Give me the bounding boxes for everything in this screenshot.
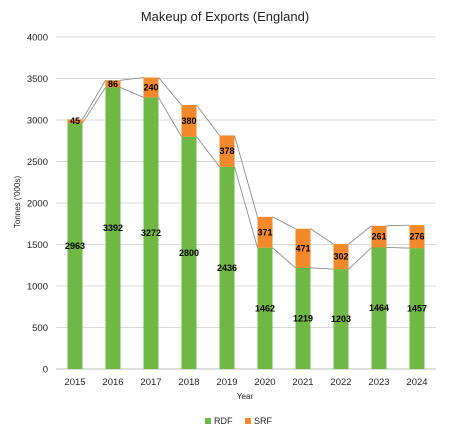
bars <box>67 77 425 370</box>
data-label-srf-2019: 378 <box>219 146 234 156</box>
x-tick-label: 2021 <box>292 377 313 388</box>
series-line-srf <box>234 135 258 217</box>
data-label-srf-2017: 240 <box>143 82 158 92</box>
bar-rdf-2024 <box>409 248 425 369</box>
bar-srf-2021 <box>295 228 311 268</box>
series-line-rdf <box>82 87 106 124</box>
data-label-rdf-2015: 2963 <box>65 241 85 251</box>
y-tick-label: 500 <box>32 323 48 334</box>
series-line-rdf <box>158 97 182 137</box>
bar-rdf-2017 <box>143 97 159 369</box>
bar-srf-2015 <box>67 119 83 124</box>
series-line-srf <box>158 77 182 106</box>
bar-srf-2017 <box>143 77 159 98</box>
data-label-rdf-2021: 1219 <box>293 313 313 323</box>
data-label-rdf-2018: 2800 <box>179 248 199 258</box>
x-tick-label: 2019 <box>216 377 237 388</box>
y-tick-label: 2500 <box>27 157 48 168</box>
legend: RDF SRF <box>205 416 273 426</box>
bar-rdf-2022 <box>333 269 349 369</box>
series-line-srf <box>386 224 410 227</box>
data-label-rdf-2022: 1203 <box>331 314 351 324</box>
x-tick-label: 2022 <box>330 377 351 388</box>
data-label-srf-2022: 302 <box>333 252 348 262</box>
x-axis-ticks: 2015 2016 2017 2018 2019 2020 2021 2022 2023 2024 <box>64 377 427 388</box>
legend-swatch-srf <box>245 418 251 424</box>
y-tick-label: 4000 <box>27 33 48 44</box>
x-tick-label: 2020 <box>254 377 275 388</box>
series-line-rdf <box>234 166 258 248</box>
y-tick-label: 3000 <box>27 116 48 127</box>
series-line-rdf <box>310 267 334 270</box>
bar-srf-2018 <box>181 105 197 137</box>
bar-rdf-2015 <box>67 123 83 369</box>
y-tick-label: 3500 <box>27 74 48 85</box>
data-label-rdf-2023: 1464 <box>369 303 389 313</box>
bar-rdf-2016 <box>105 87 121 370</box>
series-line-srf <box>120 77 144 81</box>
y-axis-ticks: 0 500 1000 1500 2000 2500 3000 3500 4000 <box>27 33 48 376</box>
legend-label-rdf: RDF <box>214 416 233 426</box>
y-tick-label: 1000 <box>27 282 48 293</box>
bar-srf-2019 <box>219 135 235 167</box>
x-tick-label: 2017 <box>140 377 161 388</box>
x-axis-label: Year <box>237 392 254 401</box>
series-line-srf <box>82 80 106 120</box>
series-line-rdf <box>348 247 372 270</box>
x-tick-label: 2015 <box>64 377 85 388</box>
legend-label-srf: SRF <box>254 416 273 426</box>
series-line-srf <box>272 216 296 230</box>
data-label-srf-2020: 371 <box>257 227 272 237</box>
data-label-rdf-2016: 3392 <box>103 223 123 233</box>
bar-srf-2020 <box>257 216 273 248</box>
y-axis-label: Tonnes ('000s) <box>13 176 22 229</box>
bar-rdf-2019 <box>219 166 235 369</box>
x-tick-label: 2024 <box>406 377 427 388</box>
series-line-rdf <box>196 136 220 168</box>
bar-srf-2024 <box>409 225 425 249</box>
x-tick-label: 2016 <box>102 377 123 388</box>
bar-rdf-2018 <box>181 136 197 369</box>
bar-srf-2016 <box>105 80 121 88</box>
x-tick-label: 2018 <box>178 377 199 388</box>
data-label-srf-2021: 471 <box>295 243 310 253</box>
y-tick-label: 2000 <box>27 199 48 210</box>
series-line-srf <box>310 228 334 245</box>
bar-rdf-2020 <box>257 247 273 369</box>
bar-srf-2023 <box>371 225 387 248</box>
data-label-rdf-2024: 1457 <box>407 304 427 314</box>
bar-rdf-2021 <box>295 267 311 369</box>
data-label-srf-2024: 276 <box>409 232 424 242</box>
data-label-srf-2015: 45 <box>70 116 80 126</box>
series-line-srf <box>196 104 220 136</box>
data-label-rdf-2020: 1462 <box>255 303 275 313</box>
data-label-srf-2018: 380 <box>181 116 196 126</box>
series-line-rdf <box>272 247 296 269</box>
series-lines <box>82 77 410 270</box>
x-tick-label: 2023 <box>368 377 389 388</box>
legend-swatch-rdf <box>205 418 211 424</box>
data-label-rdf-2019: 2436 <box>217 263 237 273</box>
bar-srf-2022 <box>333 244 349 270</box>
data-labels: 2963 45 3392 86 3272 240 2800 380 2436 378 1462 371… <box>65 79 427 324</box>
chart-title: Makeup of Exports (England) <box>141 9 309 24</box>
data-label-srf-2016: 86 <box>108 79 118 89</box>
y-tick-label: 1500 <box>27 240 48 251</box>
series-line-srf <box>348 225 372 245</box>
bar-rdf-2023 <box>371 247 387 369</box>
series-line-rdf <box>120 87 144 98</box>
data-label-rdf-2017: 3272 <box>141 228 161 238</box>
series-line-rdf <box>386 247 410 249</box>
y-tick-label: 0 <box>43 365 48 376</box>
data-label-srf-2023: 261 <box>371 232 386 242</box>
